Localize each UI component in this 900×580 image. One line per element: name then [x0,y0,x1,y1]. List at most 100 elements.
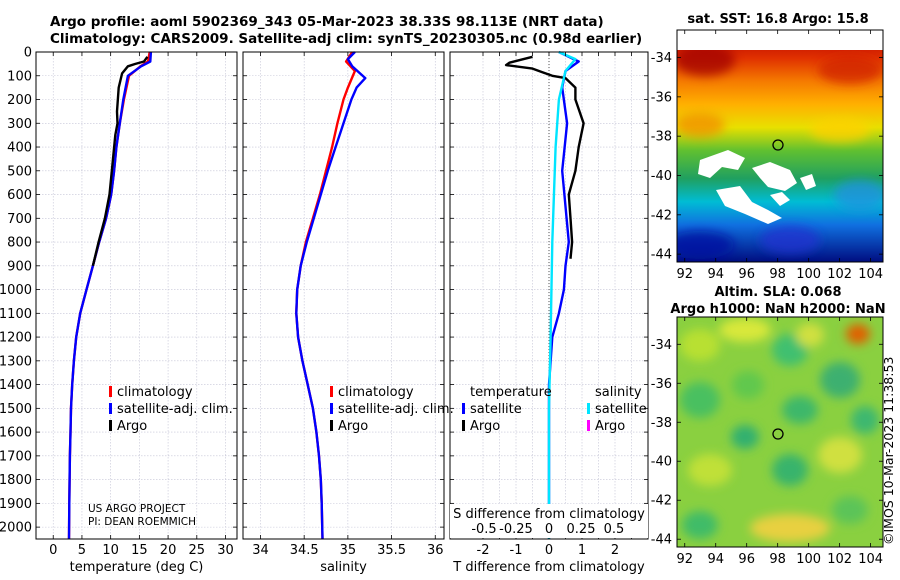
map-y-tick-label: -42 [651,494,672,509]
map-y-tick-label: -36 [651,90,672,105]
map-x-tick-label: 100 [796,552,821,567]
y-tick-label: 200 [7,93,32,108]
legend-label-satellite-adj: satellite-adj. clim. [338,402,454,417]
y-tick-label: 900 [7,259,32,274]
legend-label-temp-satellite: satellite [470,402,522,417]
y-tick-label: 1400 [0,378,32,393]
map-y-tick-label: -38 [651,416,672,431]
x-tick-label: -2 [477,543,490,558]
legend-label-climatology: climatology [117,385,193,400]
legend-swatch-temp-satellite [462,403,465,414]
x-tick-label: 0 [545,543,553,558]
sla-blob [772,454,808,486]
map-x-tick-label: 102 [827,267,852,282]
sst-map-title: sat. SST: 16.8 Argo: 15.8 [687,12,868,27]
sst-argo-marker [772,139,784,151]
legend-swatch-argo [330,420,333,431]
x-tick-label: 25 [189,543,206,558]
x-tick-label: 35 [340,543,357,558]
s-tick-label: 0 [545,522,553,537]
y-tick-label: 100 [7,69,32,84]
map-x-tick-label: 104 [858,267,883,282]
x-tick-label: 2 [611,543,619,558]
map-x-tick-label: 96 [738,267,755,282]
y-tick-label: 800 [7,236,32,251]
x-tick-label: 0 [49,543,57,558]
sst-patch [677,231,734,259]
sst-map [677,50,883,262]
map-x-tick-label: 100 [796,267,821,282]
legend-label-sal-satellite: satellite [595,402,647,417]
series-line-climatology [67,51,151,540]
legend-swatch-argo [109,420,112,431]
sla-map-frame [676,316,884,548]
map-x-tick-label: 92 [676,552,693,567]
y-tick-label: 0 [24,46,32,61]
y-tick-label: 1300 [0,354,32,369]
project-annotation-line-2: PI: DEAN ROEMMICH [88,516,196,528]
map-y-tick-label: -34 [651,338,672,353]
sla-map-title-line-2: Argo h1000: NaN h2000: NaN [670,302,885,317]
plot-frame [35,51,238,540]
y-tick-label: 300 [7,117,32,132]
x-tick-label: 36 [427,543,444,558]
sla-blob [846,324,870,344]
project-annotation-line-1: US ARGO PROJECT [88,503,186,515]
sla-argo-marker [772,428,784,440]
sla-map [677,317,883,547]
difference-legend: temperature salinity satellite Argo sate… [462,385,647,434]
map-x-tick-label: 92 [676,267,693,282]
legend-label-sal-argo: Argo [595,419,625,434]
series-line-argo [91,56,149,267]
series-line-salinity-satellite [547,50,577,539]
sla-blob [680,382,720,418]
map-axes: 92 94 96 98 100 102 104 -34 -36 -38 -40 -42 -44 92 94 9… [651,30,883,567]
legend-swatch-sal-satellite [587,403,590,414]
series-line-satellite-adj-clim- [67,51,153,540]
sla-blob [782,396,818,424]
sla-blob [732,371,764,399]
missing-data-area [716,186,782,224]
s-axis-label-background [450,504,648,538]
sla-blob [731,425,759,449]
map-x-tick-label: 98 [769,267,786,282]
y-tick-label: 1600 [0,426,32,441]
x-tick-label: -1 [510,543,523,558]
map-x-tick-label: 104 [858,552,883,567]
sla-map-title-line-1: Altim. SLA: 0.068 [715,285,842,300]
sla-blob [832,496,868,524]
salinity-legend: climatology satellite-adj. clim. Argo [330,385,454,434]
sla-blob [851,406,879,434]
sst-patch [834,180,883,210]
sla-blob [688,454,732,486]
y-tick-label: 500 [7,164,32,179]
sst-patches [677,50,883,259]
legend-header-salinity: salinity [595,385,642,400]
difference-profile-panel: -2 -1 0 1 2 T difference from climatology [449,50,649,575]
temperature-legend: climatology satellite-adj. clim. Argo [109,385,233,434]
legend-swatch-climatology [109,386,112,397]
y-tick-label: 1500 [0,402,32,417]
missing-data-area [698,150,745,178]
sla-blob [820,362,860,398]
x-tick-label: 20 [160,543,177,558]
map-y-tick-label: -36 [651,377,672,392]
series-line-satellite-adj-clim- [295,51,367,540]
x-tick-label: 1 [578,543,586,558]
sst-missing-data [698,150,816,224]
missing-data-area [770,192,790,206]
sla-blob [818,437,862,473]
legend-header-temperature: temperature [470,385,552,400]
legend-label-argo: Argo [338,419,368,434]
figure-title-line-2: Climatology: CARS2009. Satellite-adj cli… [50,31,643,47]
s-tick-label: -0.25 [499,522,533,537]
map-y-tick-label: -44 [651,533,672,548]
y-tick-label: 1200 [0,331,32,346]
map-x-tick-label: 94 [707,267,724,282]
legend-label-temp-argo: Argo [470,419,500,434]
missing-data-area [752,162,797,191]
y-tick-label: 1100 [0,307,32,322]
y-tick-label: 600 [7,188,32,203]
sst-patch [810,118,870,142]
